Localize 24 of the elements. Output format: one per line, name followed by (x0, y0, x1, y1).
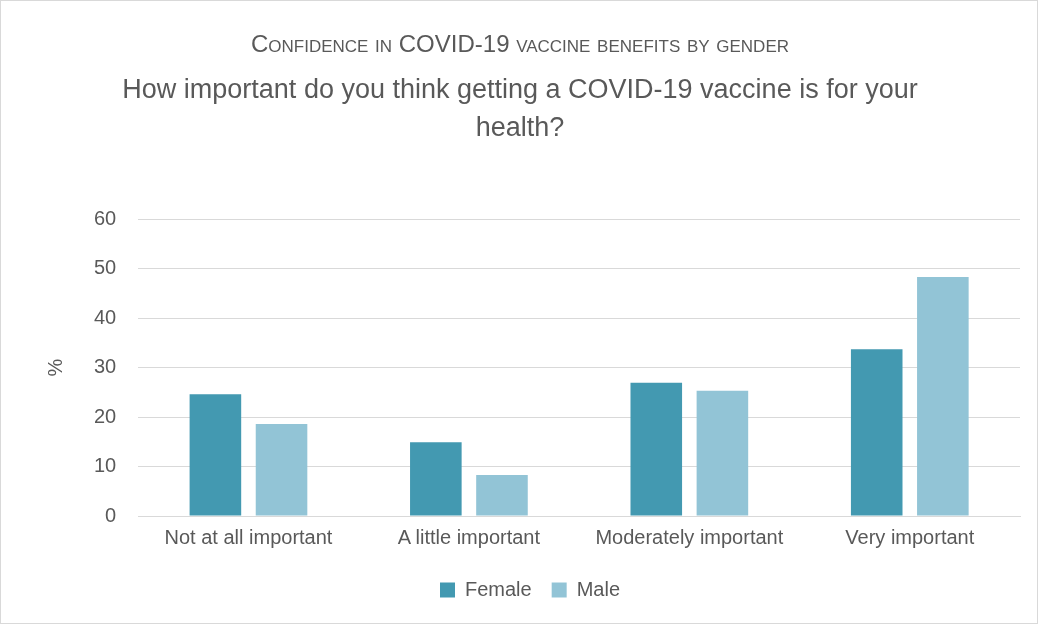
legend-label: Male (576, 577, 621, 600)
bar (255, 423, 308, 516)
chart-title: Confidence in COVID-19 vaccine benefits by gender (250, 30, 790, 58)
x-tick-label: Very important (845, 525, 975, 548)
y-tick-label: 40 (94, 305, 117, 328)
bar (410, 442, 462, 516)
y-tick-label: 20 (94, 404, 117, 427)
bar (630, 382, 683, 516)
x-tick-label: Not at all important (164, 525, 333, 548)
y-tick-label: 50 (94, 256, 117, 279)
bar (917, 276, 969, 516)
x-tick-label: A little important (397, 525, 541, 548)
bar (476, 474, 528, 516)
chart-subtitle: How important do you think getting a COVID-19 vaccine is for your health? (121, 73, 919, 144)
legend-label: Female (464, 577, 532, 600)
bar (189, 394, 242, 516)
bar (696, 390, 749, 516)
y-tick-label: 10 (94, 454, 117, 477)
x-tick-label: Moderately important (595, 525, 784, 548)
y-tick-label: 60 (94, 206, 117, 229)
y-axis-title: % (43, 358, 66, 377)
y-tick-label: 30 (94, 355, 117, 378)
y-tick-label: 0 (105, 503, 117, 526)
bar (850, 349, 903, 516)
